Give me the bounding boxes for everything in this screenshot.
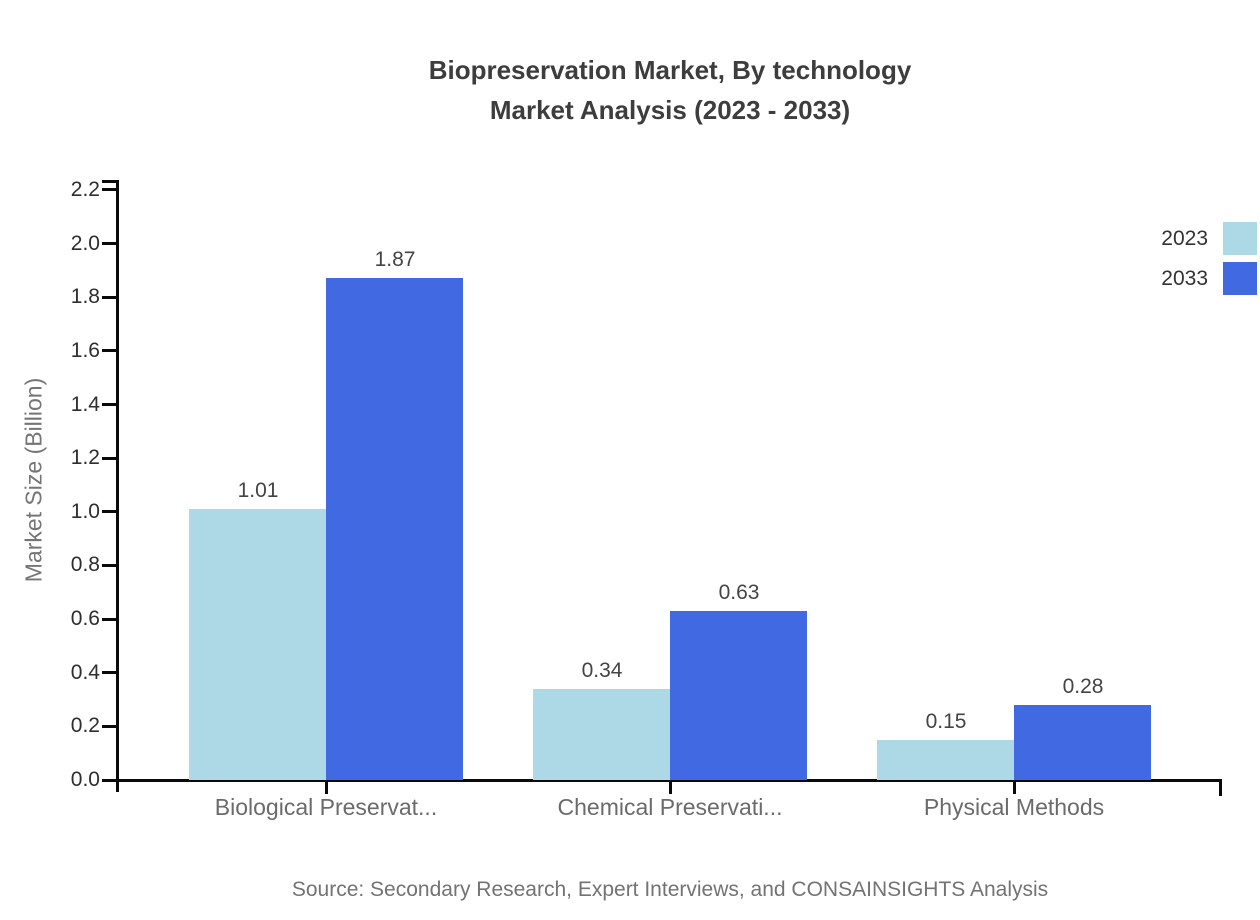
y-tick-label: 2.2 bbox=[70, 178, 100, 201]
y-axis-top-cap bbox=[102, 180, 119, 183]
y-tick bbox=[102, 510, 116, 513]
y-tick-label: 1.4 bbox=[70, 393, 100, 416]
y-tick bbox=[102, 618, 116, 621]
y-tick-label: 0.8 bbox=[70, 553, 100, 576]
y-tick bbox=[102, 242, 116, 245]
y-tick-label: 1.6 bbox=[70, 339, 100, 362]
legend: 2023 2033 bbox=[1161, 222, 1257, 295]
legend-label-2023: 2023 bbox=[1161, 226, 1208, 250]
chart-title-line2: Market Analysis (2023 - 2033) bbox=[489, 95, 851, 125]
bar-2023 bbox=[533, 689, 670, 780]
bar-2033 bbox=[670, 611, 807, 780]
y-tick-label: 2.0 bbox=[70, 232, 100, 255]
chart-title: Biopreservation Market, By technology Ma… bbox=[118, 50, 1222, 130]
legend-row-2033: 2033 bbox=[1161, 262, 1257, 295]
bar-value-label: 0.28 bbox=[1062, 675, 1104, 698]
bar-2033 bbox=[1014, 705, 1151, 780]
y-tick-label: 0.0 bbox=[70, 768, 100, 791]
y-tick bbox=[102, 779, 116, 782]
chart-title-line1: Biopreservation Market, By technology bbox=[428, 55, 912, 85]
bar-2023 bbox=[189, 509, 326, 780]
legend-label-2033: 2033 bbox=[1161, 266, 1208, 290]
y-tick bbox=[102, 403, 116, 406]
y-axis-spine bbox=[116, 180, 119, 792]
bar-value-label: 1.01 bbox=[237, 479, 279, 502]
y-tick bbox=[102, 564, 116, 567]
y-tick-label: 0.2 bbox=[70, 714, 100, 737]
y-tick bbox=[102, 725, 116, 728]
source-text: Source: Secondary Research, Expert Inter… bbox=[291, 878, 1049, 901]
legend-swatch-2023 bbox=[1223, 222, 1257, 255]
y-tick-label: 0.4 bbox=[70, 661, 100, 684]
x-tick bbox=[669, 782, 672, 794]
y-tick bbox=[102, 671, 116, 674]
legend-swatch-2033 bbox=[1223, 262, 1257, 295]
x-tick bbox=[325, 782, 328, 794]
y-tick-label: 0.6 bbox=[70, 607, 100, 630]
y-tick bbox=[102, 349, 116, 352]
x-axis-end-cap bbox=[1219, 779, 1222, 796]
legend-row-2023: 2023 bbox=[1161, 222, 1257, 255]
bar-value-label: 1.87 bbox=[374, 248, 416, 271]
category-label: Chemical Preservati... bbox=[557, 794, 783, 820]
y-tick bbox=[102, 457, 116, 460]
y-tick bbox=[102, 296, 116, 299]
bar-2023 bbox=[877, 740, 1014, 780]
x-axis-line bbox=[102, 779, 1222, 782]
y-tick-label: 1.8 bbox=[70, 285, 100, 308]
bar-value-label: 0.15 bbox=[925, 710, 967, 733]
y-tick-label: 1.2 bbox=[70, 446, 100, 469]
bar-value-label: 0.34 bbox=[581, 659, 623, 682]
category-label: Physical Methods bbox=[923, 794, 1105, 820]
y-tick bbox=[102, 188, 116, 191]
bar-2033 bbox=[326, 278, 463, 780]
y-tick-label: 1.0 bbox=[70, 500, 100, 523]
category-label: Biological Preservat... bbox=[214, 794, 438, 820]
bar-value-label: 0.63 bbox=[718, 581, 760, 604]
x-tick bbox=[1013, 782, 1016, 794]
